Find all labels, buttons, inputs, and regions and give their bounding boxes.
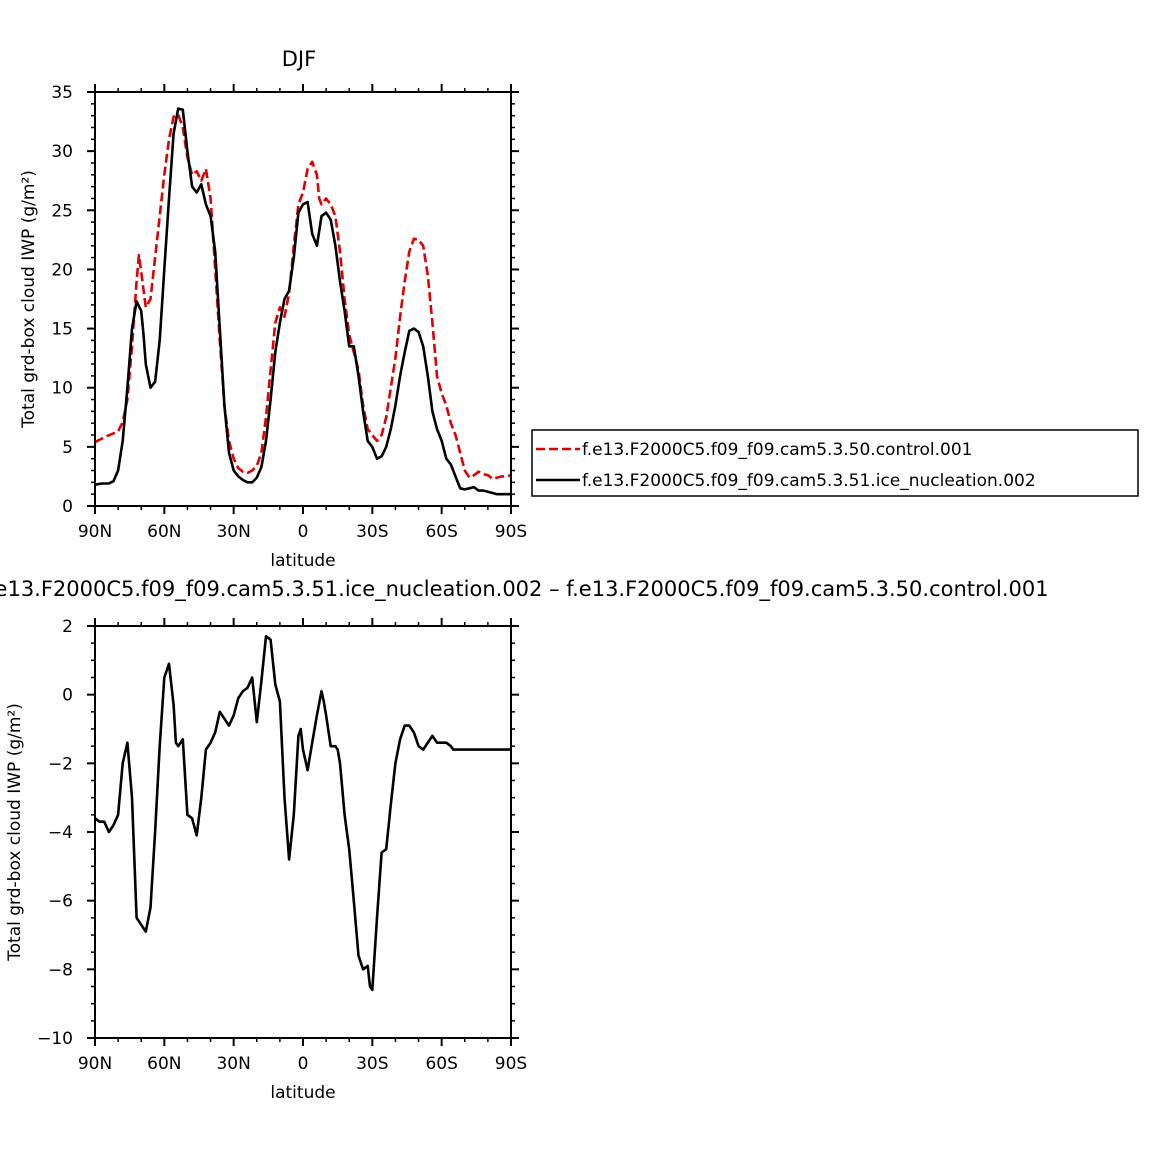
plot-frame <box>94 625 512 1039</box>
series-line-1 <box>95 635 511 992</box>
x-tick-label: 60S <box>425 522 457 542</box>
y-tick-label: 0 <box>62 686 73 706</box>
x-tick-label: 30N <box>216 522 250 542</box>
x-axis-label: latitude <box>270 1083 335 1103</box>
y-tick-label: −8 <box>48 960 73 980</box>
x-tick-label: 0 <box>298 1054 309 1074</box>
legend-box <box>531 429 1139 497</box>
legend: f.e13.F2000C5.f09_f09.cam5.3.50.control.… <box>531 429 1139 497</box>
x-tick-label: 60N <box>147 522 181 542</box>
y-tick-label: −2 <box>48 754 73 774</box>
y-tick-label: 2 <box>62 617 73 637</box>
x-tick-label: 90S <box>495 1054 527 1074</box>
y-tick-label: 0 <box>62 497 73 517</box>
y-tick-label: −10 <box>37 1029 73 1049</box>
y-tick-label: 5 <box>62 438 73 458</box>
y-tick-label: 15 <box>51 320 73 340</box>
y-tick-label: −6 <box>48 892 73 912</box>
x-tick-label: 90N <box>78 1054 112 1074</box>
x-tick-label: 90S <box>495 522 527 542</box>
x-tick-label: 30S <box>356 1054 388 1074</box>
y-tick-label: 10 <box>51 379 73 399</box>
series-line-1 <box>95 113 511 481</box>
legend-label-2: f.e13.F2000C5.f09_f09.cam5.3.51.ice_nucl… <box>582 471 1036 491</box>
plot-frame <box>94 91 512 507</box>
x-tick-label: 0 <box>298 522 309 542</box>
x-tick-label: 30S <box>356 522 388 542</box>
x-tick-label: 90N <box>78 522 112 542</box>
chart-panel-1: DJF Total grd-box cloud IWP (g/m²) latitud… <box>19 47 1139 571</box>
y-axis-label: Total grd-box cloud IWP (g/m²) <box>5 703 25 962</box>
x-tick-label: 60N <box>147 1054 181 1074</box>
y-tick-label: 30 <box>51 142 73 162</box>
chart-title: DJF <box>282 47 316 71</box>
series-line-2 <box>95 107 511 496</box>
x-axis-label: latitude <box>270 551 335 571</box>
x-tick-label: 30N <box>216 1054 250 1074</box>
y-tick-label: −4 <box>48 823 73 843</box>
y-tick-label: 25 <box>51 201 73 221</box>
chart-title: f.e13.F2000C5.f09_f09.cam5.3.51.ice_nucl… <box>0 577 1049 602</box>
legend-label-1: f.e13.F2000C5.f09_f09.cam5.3.50.control.… <box>582 440 973 460</box>
y-tick-label: 20 <box>51 260 73 280</box>
y-tick-label: 35 <box>51 83 73 103</box>
x-tick-label: 60S <box>425 1054 457 1074</box>
chart-panel-2: f.e13.F2000C5.f09_f09.cam5.3.51.ice_nucl… <box>0 577 1049 1103</box>
y-axis-label: Total grd-box cloud IWP (g/m²) <box>19 170 39 429</box>
